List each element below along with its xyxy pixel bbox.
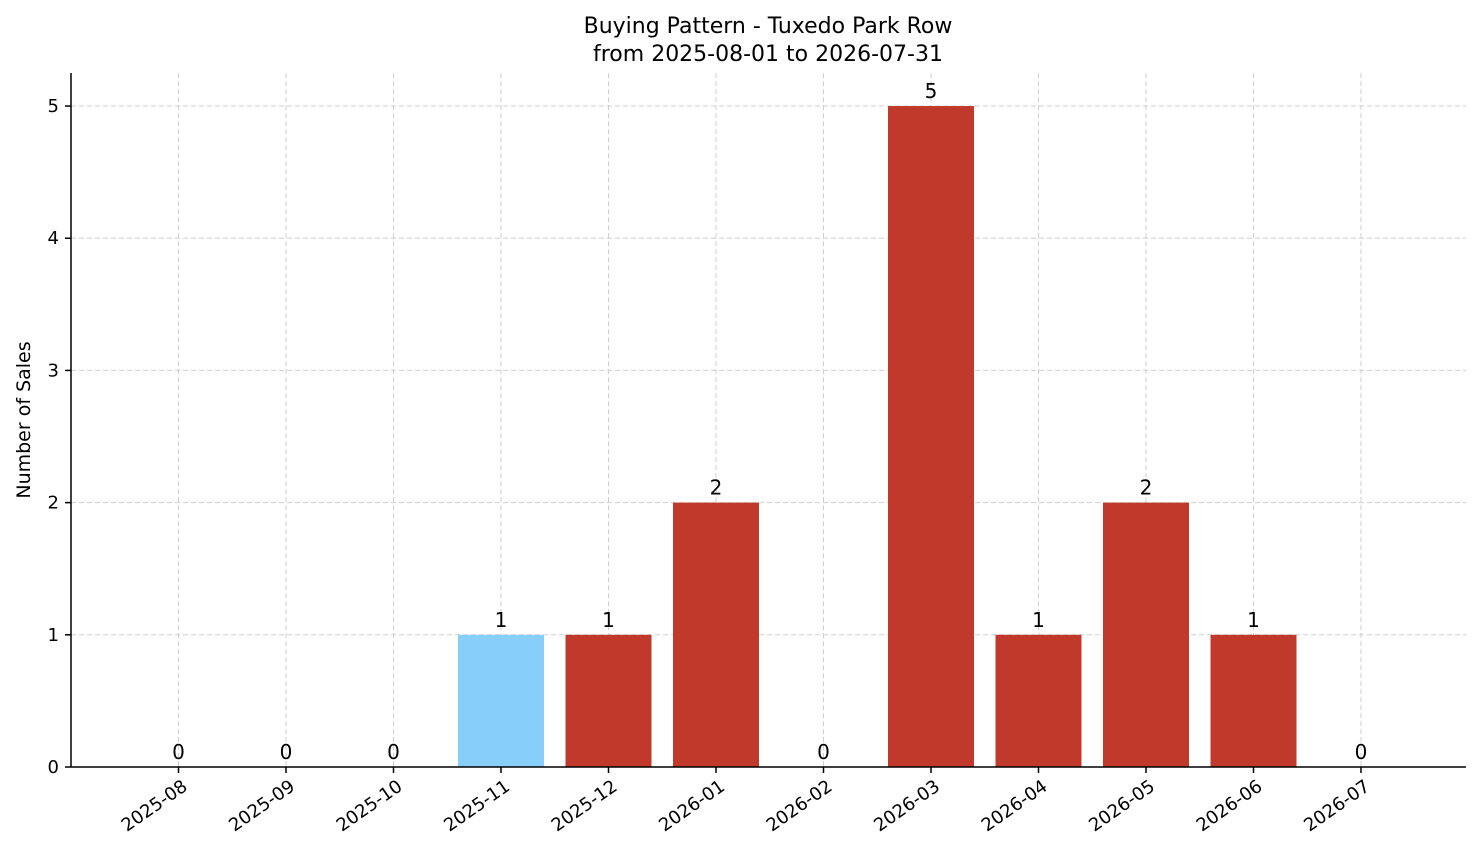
x-tick-label: 2026-06 bbox=[1193, 776, 1267, 836]
x-tick-label: 2025-11 bbox=[440, 776, 514, 836]
x-tick-label: 2025-09 bbox=[225, 776, 299, 836]
x-tick-label: 2026-03 bbox=[870, 776, 944, 836]
data-label: 1 bbox=[602, 608, 615, 632]
y-axis-title: Number of Sales bbox=[13, 341, 35, 498]
data-label: 1 bbox=[1032, 608, 1045, 632]
y-tick-label: 5 bbox=[48, 96, 59, 117]
data-label: 0 bbox=[280, 740, 293, 764]
bar-2026-05 bbox=[1103, 502, 1189, 767]
x-tick-label: 2026-04 bbox=[978, 776, 1052, 836]
data-label: 0 bbox=[387, 740, 400, 764]
y-tick-label: 3 bbox=[48, 360, 59, 381]
x-tick-label: 2025-10 bbox=[333, 776, 407, 836]
data-label: 2 bbox=[710, 476, 723, 500]
bar-2025-12 bbox=[565, 634, 652, 767]
y-tick-label: 2 bbox=[48, 493, 59, 514]
bar-2025-11 bbox=[458, 634, 544, 767]
x-tick-label: 2026-02 bbox=[763, 776, 837, 836]
y-tick-label: 1 bbox=[48, 625, 59, 646]
x-tick-label: 2025-08 bbox=[118, 776, 192, 836]
axis-layer bbox=[70, 73, 1466, 768]
x-tick-label: 2026-01 bbox=[655, 776, 729, 836]
bar-layer bbox=[458, 106, 1297, 768]
y-tick-label: 0 bbox=[48, 757, 59, 778]
data-label: 0 bbox=[1355, 740, 1368, 764]
x-tick-label: 2026-05 bbox=[1085, 776, 1159, 836]
data-label-layer: 0 0 0 1 1 2 0 5 1 2 1 0 bbox=[172, 79, 1367, 764]
chart-title: Buying Pattern - Tuxedo Park Row bbox=[584, 14, 953, 39]
chart-subtitle: from 2025-08-01 to 2026-07-31 bbox=[593, 42, 943, 67]
bar-2026-04 bbox=[995, 634, 1082, 767]
data-label: 1 bbox=[1247, 608, 1260, 632]
bar-2026-06 bbox=[1210, 634, 1297, 767]
data-label: 0 bbox=[172, 740, 185, 764]
data-label: 5 bbox=[925, 79, 938, 103]
data-label: 1 bbox=[495, 608, 508, 632]
data-label: 2 bbox=[1140, 476, 1153, 500]
bar-2026-03 bbox=[888, 106, 974, 768]
x-tick-label: 2026-07 bbox=[1300, 776, 1374, 836]
bar-2026-01 bbox=[673, 502, 759, 767]
x-tick-label: 2025-12 bbox=[548, 776, 622, 836]
y-tick-label: 4 bbox=[48, 228, 59, 249]
data-label: 0 bbox=[817, 740, 830, 764]
